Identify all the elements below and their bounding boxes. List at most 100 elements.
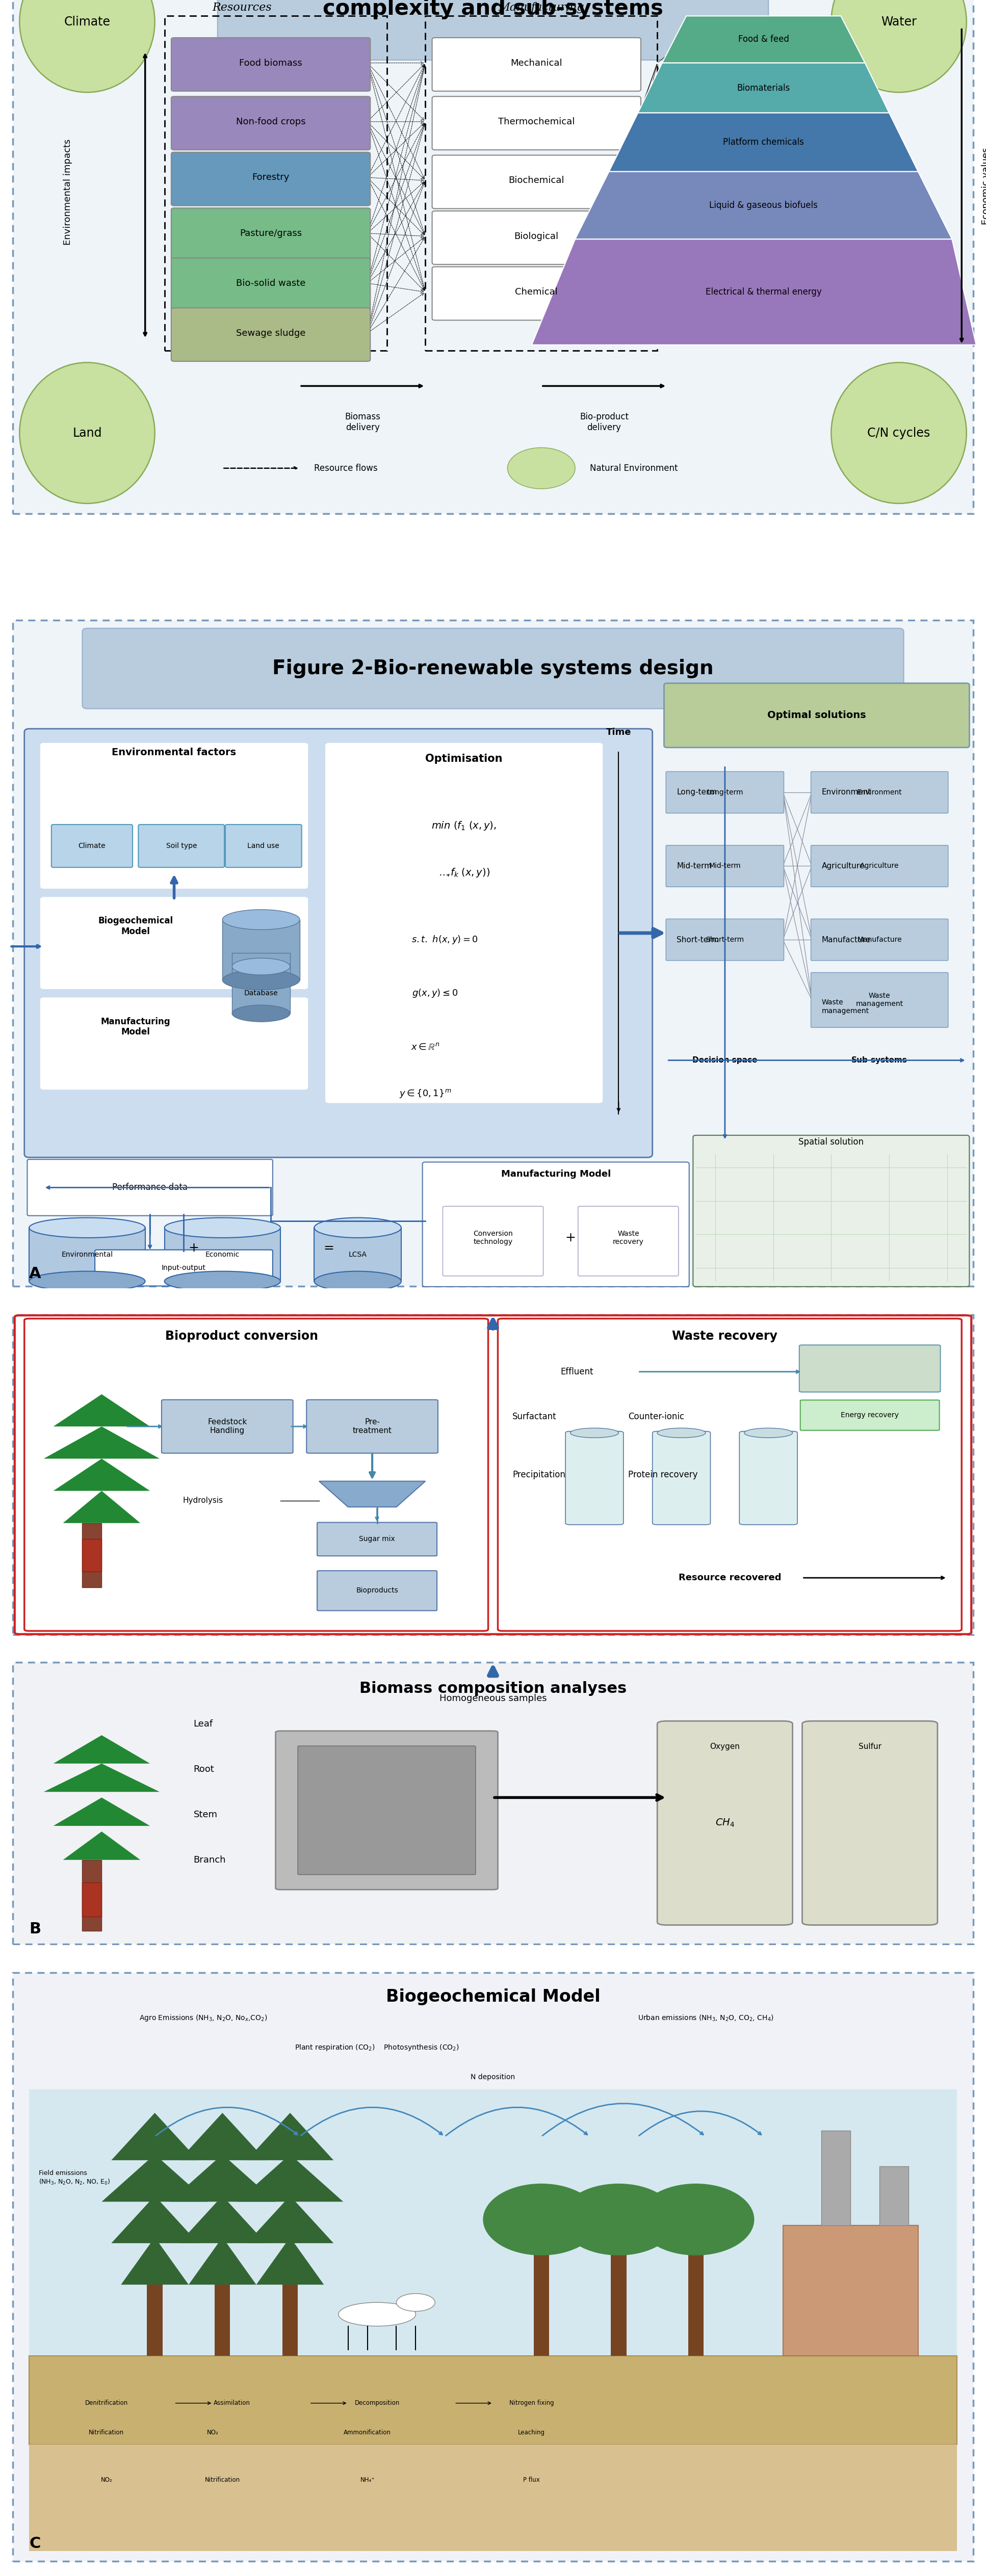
Polygon shape <box>170 2154 276 2202</box>
Text: Precipitation: Precipitation <box>513 1471 565 1479</box>
Text: Waste
management: Waste management <box>856 992 903 1007</box>
Text: NO₂: NO₂ <box>207 2429 219 2437</box>
Text: Sugar mix: Sugar mix <box>359 1535 395 1543</box>
FancyBboxPatch shape <box>325 744 602 1103</box>
Polygon shape <box>111 2195 198 2244</box>
Polygon shape <box>246 2112 333 2161</box>
FancyBboxPatch shape <box>28 1159 273 1216</box>
Bar <box>30 2089 956 2354</box>
Polygon shape <box>53 1394 150 1427</box>
FancyBboxPatch shape <box>218 0 768 59</box>
Polygon shape <box>256 2236 324 2285</box>
Text: Soil type: Soil type <box>166 842 197 850</box>
Text: Branch: Branch <box>193 1855 226 1865</box>
Text: A: A <box>30 1267 41 1280</box>
Text: $\ldots\!,\!f_k\ (x,y))$: $\ldots\!,\!f_k\ (x,y))$ <box>438 868 490 878</box>
Text: +: + <box>188 1242 199 1255</box>
FancyBboxPatch shape <box>13 1662 973 1945</box>
Text: Urban emissions (NH$_3$, N$_2$O, CO$_2$, CH$_4$): Urban emissions (NH$_3$, N$_2$O, CO$_2$,… <box>638 2014 774 2022</box>
Text: Biomass composition analyses: Biomass composition analyses <box>359 1682 627 1695</box>
Text: Long-term: Long-term <box>676 788 717 796</box>
FancyBboxPatch shape <box>138 824 225 868</box>
Text: Biomaterials: Biomaterials <box>737 82 790 93</box>
FancyBboxPatch shape <box>432 155 641 209</box>
Text: Plant respiration (CO$_2$)    Photosynthesis (CO$_2$): Plant respiration (CO$_2$) Photosynthesi… <box>295 2043 459 2053</box>
FancyBboxPatch shape <box>13 621 973 1285</box>
Bar <box>688 2249 704 2354</box>
Text: Root: Root <box>193 1765 214 1775</box>
Text: Climate: Climate <box>64 15 110 28</box>
Text: Bioproduct conversion: Bioproduct conversion <box>166 1329 318 1342</box>
Text: Agriculture: Agriculture <box>821 863 865 871</box>
Text: Environmental factors: Environmental factors <box>111 747 237 757</box>
Bar <box>223 920 300 979</box>
Text: Protein recovery: Protein recovery <box>628 1471 698 1479</box>
Text: Manufacturing Model: Manufacturing Model <box>501 1170 610 1180</box>
FancyBboxPatch shape <box>25 1319 488 1631</box>
Polygon shape <box>638 62 889 113</box>
FancyBboxPatch shape <box>801 1399 940 1430</box>
FancyBboxPatch shape <box>317 1571 437 1610</box>
Text: $CH_4$: $CH_4$ <box>715 1819 735 1829</box>
Ellipse shape <box>396 2293 435 2311</box>
Polygon shape <box>575 173 952 240</box>
Text: Nitrogen fixing: Nitrogen fixing <box>510 2401 554 2406</box>
FancyBboxPatch shape <box>800 1345 941 1391</box>
Ellipse shape <box>20 363 155 502</box>
FancyBboxPatch shape <box>307 1399 438 1453</box>
Text: Time: Time <box>606 726 631 737</box>
FancyBboxPatch shape <box>15 1316 971 1633</box>
FancyBboxPatch shape <box>666 773 784 814</box>
FancyBboxPatch shape <box>40 896 308 989</box>
Text: N deposition: N deposition <box>470 2074 516 2081</box>
Ellipse shape <box>30 1218 145 1239</box>
FancyBboxPatch shape <box>422 1162 689 1285</box>
Text: Biogeochemical Model: Biogeochemical Model <box>386 1989 600 2004</box>
FancyBboxPatch shape <box>578 1206 678 1275</box>
Text: Climate: Climate <box>78 842 106 850</box>
Text: Bioproducts: Bioproducts <box>356 1587 398 1595</box>
Text: Decision space: Decision space <box>692 1056 757 1064</box>
Text: $min\ (f_1\ (x,y),$: $min\ (f_1\ (x,y),$ <box>432 819 497 832</box>
FancyBboxPatch shape <box>172 95 371 149</box>
Text: Economic values: Economic values <box>981 147 986 224</box>
Text: Water: Water <box>881 15 917 28</box>
FancyBboxPatch shape <box>693 1136 969 1285</box>
Polygon shape <box>319 1481 425 1507</box>
Text: Long-term: Long-term <box>707 788 743 796</box>
Polygon shape <box>102 2154 208 2202</box>
FancyBboxPatch shape <box>13 0 973 513</box>
Text: Non-food crops: Non-food crops <box>236 116 306 126</box>
Text: Pre-
treatment: Pre- treatment <box>353 1419 391 1435</box>
Bar <box>783 2226 918 2354</box>
Text: Platform chemicals: Platform chemicals <box>723 137 804 147</box>
Bar <box>880 2166 908 2226</box>
FancyBboxPatch shape <box>83 629 904 708</box>
Text: =: = <box>323 1242 334 1255</box>
FancyBboxPatch shape <box>51 824 132 868</box>
Polygon shape <box>111 2112 198 2161</box>
Text: Waste
management: Waste management <box>821 999 869 1015</box>
Text: Optimisation: Optimisation <box>425 755 503 765</box>
Text: Spatial solution: Spatial solution <box>799 1139 864 1146</box>
Bar <box>83 1522 102 1587</box>
Text: C/N cycles: C/N cycles <box>868 428 930 438</box>
Bar <box>232 953 290 1012</box>
Circle shape <box>483 2184 599 2254</box>
Text: Conversion
technology: Conversion technology <box>473 1231 513 1244</box>
Ellipse shape <box>223 971 300 989</box>
FancyBboxPatch shape <box>317 1522 437 1556</box>
Text: Resource recovered: Resource recovered <box>678 1574 781 1582</box>
Text: $g(x,y) \leq 0$: $g(x,y) \leq 0$ <box>412 987 458 999</box>
Text: Environment: Environment <box>821 788 872 796</box>
Text: Pasture/grass: Pasture/grass <box>240 229 302 237</box>
Ellipse shape <box>744 1427 793 1437</box>
Ellipse shape <box>315 1273 401 1291</box>
Ellipse shape <box>223 909 300 930</box>
Text: NO₂: NO₂ <box>101 2478 112 2483</box>
FancyBboxPatch shape <box>432 211 641 265</box>
FancyBboxPatch shape <box>443 1206 543 1275</box>
FancyBboxPatch shape <box>13 1973 973 2561</box>
Bar <box>821 2130 851 2226</box>
Bar <box>30 2354 956 2445</box>
